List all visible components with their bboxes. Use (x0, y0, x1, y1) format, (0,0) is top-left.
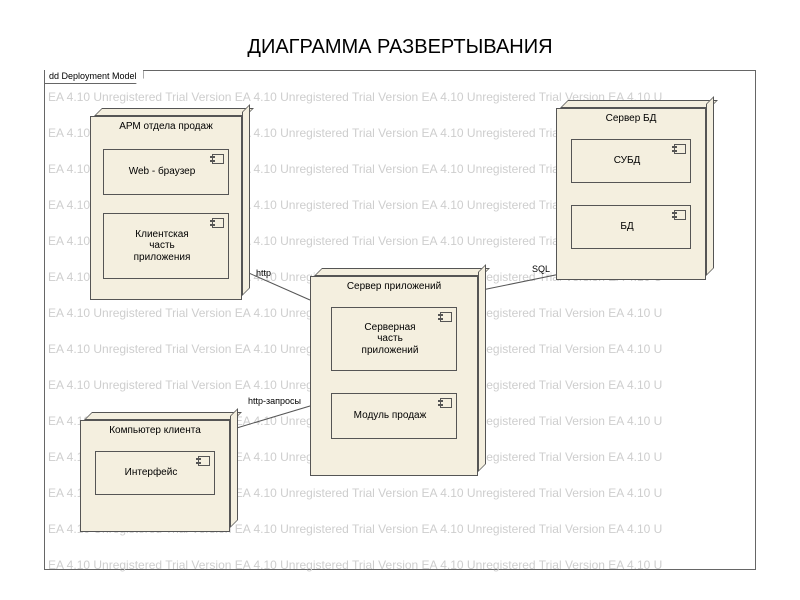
component-label: Модуль продаж (354, 410, 427, 422)
component-label: Клиентскаячастьприложения (134, 229, 191, 264)
node-top-face (84, 412, 242, 420)
component-icon (674, 210, 686, 220)
component-interface: Интерфейс (95, 451, 215, 495)
component-client_part: Клиентскаячастьприложения (103, 213, 229, 279)
node-side-face (230, 408, 238, 528)
node-arm: АРМ отдела продаж Web - браузер Клиентская… (90, 108, 250, 300)
diagram-title: ДИАГРАММА РАЗВЕРТЫВАНИЯ (0, 36, 800, 59)
component-db: БД (571, 205, 691, 249)
node-top-face (560, 100, 718, 108)
node-front-face: АРМ отдела продаж Web - браузер Клиентская… (90, 116, 242, 300)
component-server_part: Сервернаячастьприложений (331, 307, 457, 371)
component-label: СУБД (614, 155, 641, 167)
node-title: Компьютер клиента (81, 425, 229, 436)
node-title: АРМ отдела продаж (91, 121, 241, 132)
component-icon (212, 154, 224, 164)
node-side-face (478, 264, 486, 472)
component-browser: Web - браузер (103, 149, 229, 195)
node-title: Сервер приложений (311, 281, 477, 292)
component-icon (212, 218, 224, 228)
node-top-face (94, 108, 254, 116)
node-side-face (706, 96, 714, 276)
node-front-face: Сервер БД СУБД БД (556, 108, 706, 280)
component-icon (674, 144, 686, 154)
edge-label: SQL (532, 264, 550, 274)
component-icon (198, 456, 210, 466)
component-sales_module: Модуль продаж (331, 393, 457, 439)
frame-tab-label: dd Deployment Model (44, 70, 144, 84)
node-dbserver: Сервер БД СУБД БД (556, 100, 714, 280)
node-title: Сервер БД (557, 113, 705, 124)
node-client_pc: Компьютер клиента Интерфейс (80, 412, 238, 532)
component-label: Сервернаячастьприложений (362, 322, 419, 357)
component-label: Web - браузер (129, 166, 196, 178)
component-label: Интерфейс (125, 467, 178, 479)
edge-label: http (256, 268, 271, 278)
node-front-face: Компьютер клиента Интерфейс (80, 420, 230, 532)
node-front-face: Сервер приложений Сервернаячастьприложени… (310, 276, 478, 476)
component-icon (440, 312, 452, 322)
node-top-face (314, 268, 490, 276)
edge-label: http-запросы (248, 396, 301, 406)
component-icon (440, 398, 452, 408)
node-side-face (242, 104, 250, 296)
component-label: БД (620, 221, 633, 233)
node-appserver: Сервер приложений Сервернаячастьприложени… (310, 268, 486, 476)
component-dbms: СУБД (571, 139, 691, 183)
